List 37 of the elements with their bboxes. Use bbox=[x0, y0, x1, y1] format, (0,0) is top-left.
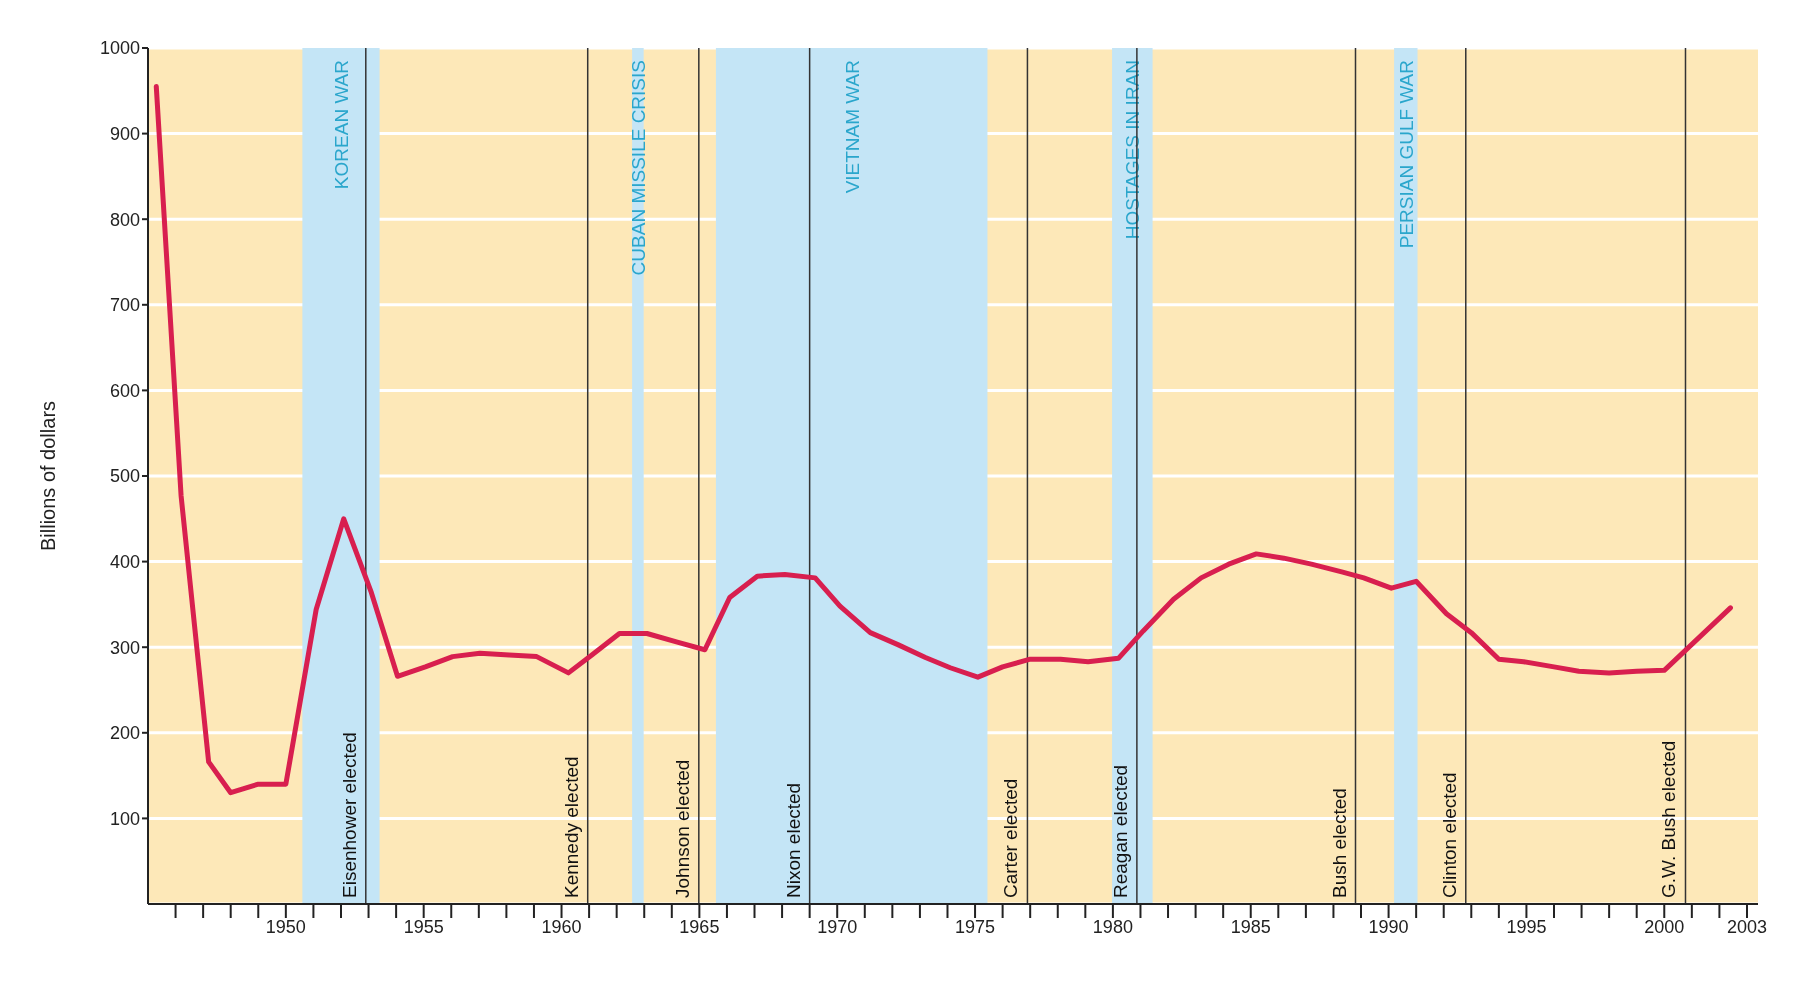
ref-line-label: Bush elected bbox=[1328, 788, 1350, 898]
y-tick-label: 700 bbox=[109, 295, 140, 316]
y-tick-label: 900 bbox=[109, 123, 140, 144]
x-tick-label: 1950 bbox=[265, 916, 306, 937]
band-label: VIETNAM WAR bbox=[841, 60, 863, 194]
x-tick-label: 1965 bbox=[679, 916, 720, 937]
x-tick-label: 1995 bbox=[1506, 916, 1547, 937]
x-tick-label: 1960 bbox=[541, 916, 582, 937]
band-label: HOSTAGES IN IRAN bbox=[1122, 60, 1144, 240]
x-tick-label: 1970 bbox=[817, 916, 858, 937]
x-tick-label: 1990 bbox=[1368, 916, 1409, 937]
band-label: CUBAN MISSILE CRISIS bbox=[627, 60, 649, 276]
ref-line-label: G.W. Bush elected bbox=[1658, 740, 1680, 898]
y-tick-label: 500 bbox=[109, 466, 140, 487]
y-axis-title: Billions of dollars bbox=[37, 400, 60, 552]
y-tick-label: 1000 bbox=[99, 38, 140, 59]
ref-line-label: Carter elected bbox=[1000, 778, 1022, 898]
ref-line-label: Eisenhower elected bbox=[338, 732, 360, 898]
y-tick-label: 600 bbox=[109, 380, 140, 401]
ref-line-label: Nixon elected bbox=[782, 782, 804, 898]
x-tick-label: 1955 bbox=[403, 916, 444, 937]
band-label: KOREAN WAR bbox=[330, 60, 352, 190]
ref-line-label: Reagan elected bbox=[1109, 764, 1131, 898]
band-label: PERSIAN GULF WAR bbox=[1395, 60, 1417, 249]
y-tick-label: 100 bbox=[109, 808, 140, 829]
x-tick-label: 2003 bbox=[1726, 916, 1767, 937]
ref-line-label: Kennedy elected bbox=[560, 756, 582, 898]
x-tick-label: 1980 bbox=[1092, 916, 1133, 937]
ref-line-label: Clinton elected bbox=[1438, 772, 1460, 898]
ref-line-label: Johnson elected bbox=[671, 759, 693, 898]
y-tick-label: 400 bbox=[109, 551, 140, 572]
y-tick-label: 200 bbox=[109, 723, 140, 744]
y-tick-label: 800 bbox=[109, 209, 140, 230]
x-tick-label: 2000 bbox=[1644, 916, 1685, 937]
x-tick-label: 1975 bbox=[955, 916, 996, 937]
y-tick-label: 300 bbox=[109, 637, 140, 658]
x-tick-label: 1985 bbox=[1230, 916, 1271, 937]
